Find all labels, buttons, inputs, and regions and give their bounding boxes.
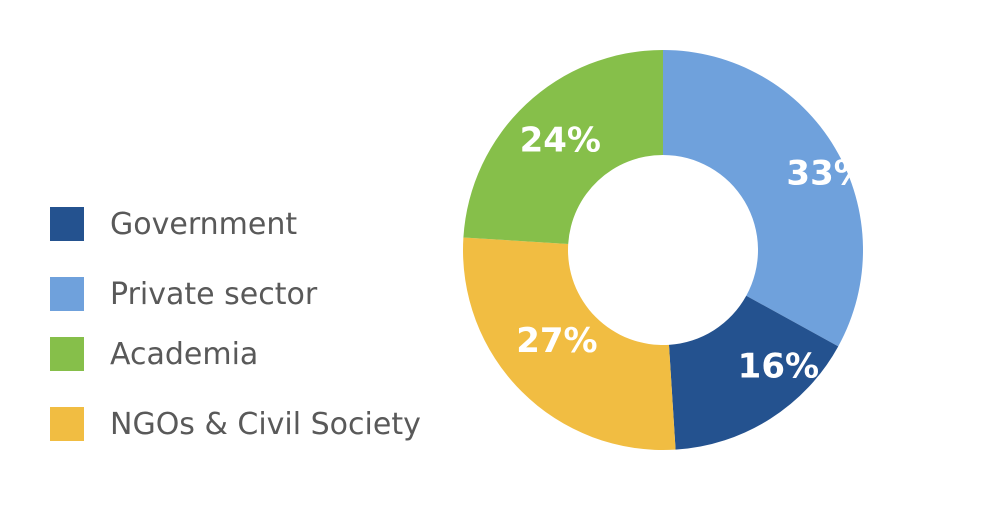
legend-item-private-sector: Private sector	[50, 274, 317, 314]
donut-slice-academia	[463, 50, 663, 245]
legend-label-ngos-civil-society: NGOs & Civil Society	[110, 406, 421, 442]
legend-label-private-sector: Private sector	[110, 276, 318, 312]
legend-swatch-private-sector	[50, 277, 84, 311]
data-label-academia: 24%	[520, 121, 601, 161]
legend-swatch-ngos-civil-society	[50, 407, 84, 441]
donut-slice-private-sector	[663, 50, 863, 347]
legend-item-ngos-civil-society: NGOs & Civil Society	[50, 404, 421, 444]
legend-label-academia: Academia	[110, 336, 259, 372]
data-label-government: 16%	[738, 347, 819, 387]
data-label-ngos-civil-society: 27%	[516, 321, 597, 361]
data-label-private-sector: 33%	[786, 154, 867, 194]
legend-item-government: Government	[50, 204, 297, 244]
legend-swatch-government	[50, 207, 84, 241]
legend-swatch-academia	[50, 337, 84, 371]
donut-slice-ngos-civil-society	[463, 237, 676, 450]
legend-item-academia: Academia	[50, 334, 258, 374]
donut-slice-government	[668, 295, 839, 450]
legend-label-government: Government	[110, 206, 298, 242]
